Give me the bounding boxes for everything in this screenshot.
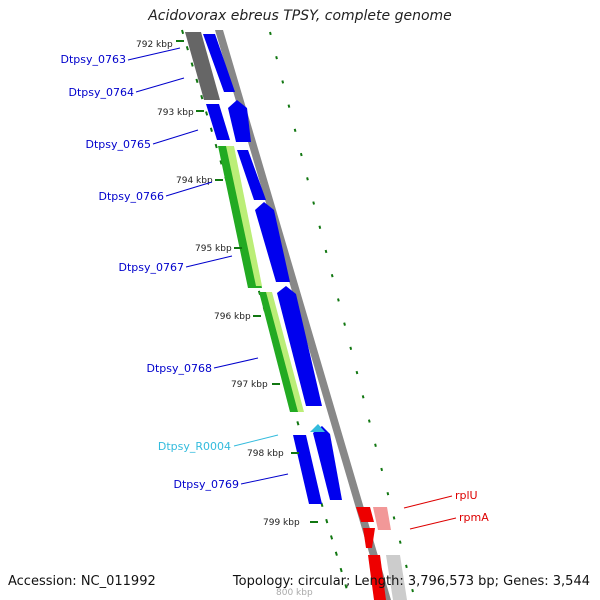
kbp-label-796: 796 kbp — [214, 312, 251, 322]
gene-leader-lines — [127, 47, 289, 485]
gene-block-0763b[interactable] — [203, 34, 235, 92]
gene-label-dtpsy-0764[interactable]: Dtpsy_0764 — [68, 86, 134, 99]
gene-label-dtpsy-0769[interactable]: Dtpsy_0769 — [173, 478, 239, 491]
gene-label-rpma[interactable]: rpmA — [459, 511, 489, 524]
right-leader-lines — [403, 495, 457, 530]
gene-block-red-low[interactable] — [368, 555, 386, 600]
gene-block-green-1-light[interactable] — [226, 146, 262, 286]
gene-label-dtpsy-r0004[interactable]: Dtpsy_R0004 — [158, 440, 231, 453]
gene-block-0767[interactable] — [255, 202, 290, 282]
kbp-label-793: 793 kbp — [157, 108, 194, 118]
rna-block-r0004[interactable] — [310, 424, 325, 432]
gene-label-dtpsy-0765[interactable]: Dtpsy_0765 — [85, 138, 151, 151]
accession-text: Accession: NC_011992 — [8, 574, 156, 589]
kbp-label-792: 792 kbp — [136, 40, 173, 50]
kbp-label-799: 799 kbp — [263, 518, 300, 528]
genome-title: Acidovorax ebreus TPSY, complete genome — [148, 8, 452, 24]
kbp-label-795: 795 kbp — [195, 244, 232, 254]
gene-block-gray[interactable] — [185, 32, 220, 100]
gene-block-0768[interactable] — [277, 286, 322, 406]
gene-label-dtpsy-0767[interactable]: Dtpsy_0767 — [118, 261, 184, 274]
gene-block-pink-2[interactable] — [386, 555, 407, 600]
gene-block-0766[interactable] — [237, 150, 266, 200]
gene-label-dtpsy-0768[interactable]: Dtpsy_0768 — [146, 362, 212, 375]
gene-label-dtpsy-0766[interactable]: Dtpsy_0766 — [98, 190, 164, 203]
rna-leader-line — [233, 434, 279, 447]
gene-block-0764[interactable] — [206, 104, 230, 140]
gene-label-dtpsy-0763[interactable]: Dtpsy_0763 — [60, 53, 126, 66]
gene-block-0765[interactable] — [228, 100, 251, 142]
gene-label-rplu[interactable]: rplU — [455, 489, 478, 502]
kbp-label-797: 797 kbp — [231, 380, 268, 390]
kbp-label-794: 794 kbp — [176, 176, 213, 186]
gene-block-0769b[interactable] — [313, 426, 342, 500]
kbp-label-800: 800 kbp — [276, 588, 313, 598]
kbp-label-798: 798 kbp — [247, 449, 284, 459]
gene-block-rplu[interactable] — [356, 507, 374, 522]
guide-track-inner — [181, 29, 351, 600]
backbone-track — [215, 30, 391, 600]
gene-block-pink-1[interactable] — [373, 507, 391, 530]
genome-summary-text: Topology: circular; Length: 3,796,573 bp… — [232, 574, 590, 589]
gene-block-green-2-light[interactable] — [266, 292, 304, 412]
gene-block-rpma[interactable] — [363, 528, 375, 548]
gene-block-0769a[interactable] — [293, 435, 322, 504]
kbp-tick-marks — [176, 40, 318, 523]
